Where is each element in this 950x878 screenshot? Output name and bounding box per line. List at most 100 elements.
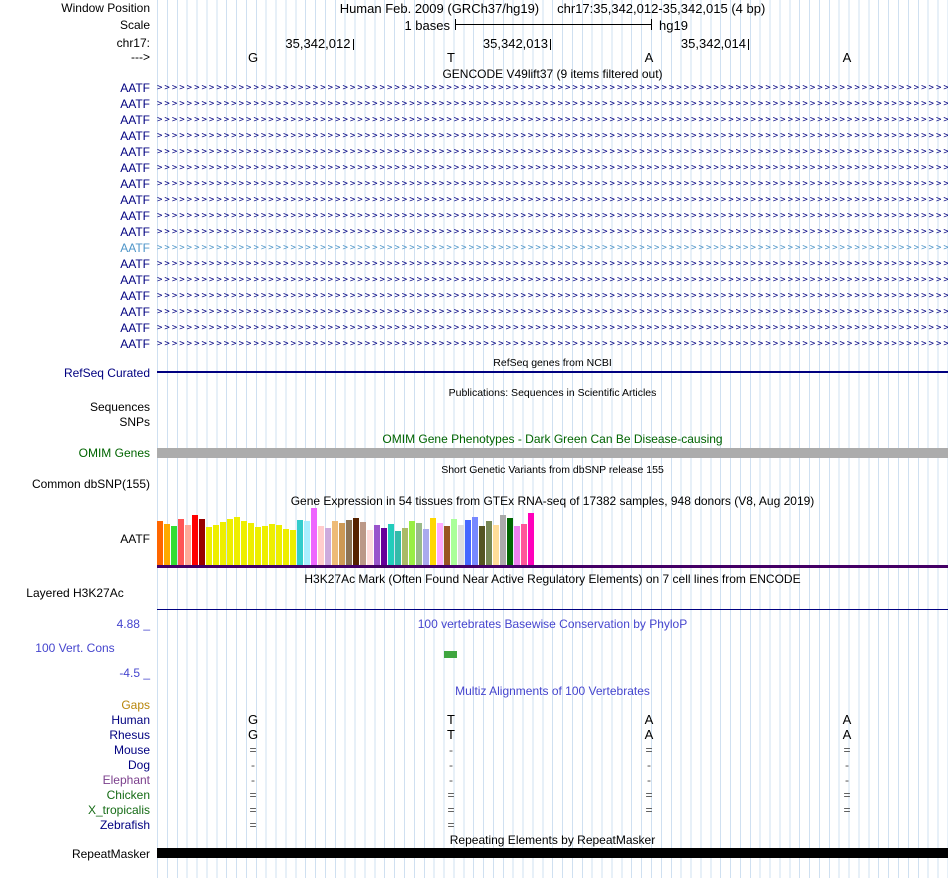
gtex-tissue-bar[interactable] (521, 524, 527, 565)
gencode-transcript[interactable]: >>>>>>>>>>>>>>>>>>>>>>>>>>>>>>>>>>>>>>>>… (157, 211, 948, 221)
gtex-tissue-bar[interactable] (367, 530, 373, 565)
gencode-item-label[interactable]: AATF (120, 161, 150, 175)
gtex-tissue-bar[interactable] (283, 529, 289, 565)
sequences-label[interactable]: Sequences (89, 400, 150, 414)
gtex-tissue-bar[interactable] (157, 521, 163, 565)
snps-label[interactable]: SNPs (119, 415, 150, 429)
repeatmasker-title[interactable]: Repeating Elements by RepeatMasker (449, 833, 656, 847)
gtex-tissue-bar[interactable] (493, 525, 499, 565)
gtex-tissue-bar[interactable] (458, 525, 464, 565)
gtex-tissue-bar[interactable] (360, 522, 366, 565)
gencode-item-label[interactable]: AATF (120, 241, 150, 255)
gencode-transcript[interactable]: >>>>>>>>>>>>>>>>>>>>>>>>>>>>>>>>>>>>>>>>… (157, 259, 948, 269)
gtex-tissue-bar[interactable] (220, 522, 226, 565)
species-label[interactable]: Rhesus (109, 728, 150, 742)
gtex-tissue-bar[interactable] (234, 517, 240, 565)
h3k27ac-title[interactable]: H3K27Ac Mark (Often Found Near Active Re… (304, 572, 801, 586)
gtex-tissue-bar[interactable] (185, 525, 191, 565)
gencode-transcript[interactable]: >>>>>>>>>>>>>>>>>>>>>>>>>>>>>>>>>>>>>>>>… (157, 115, 948, 125)
conservation-score-bar[interactable] (444, 651, 457, 658)
gencode-item-label[interactable]: AATF (120, 257, 150, 271)
gtex-tissue-bar[interactable] (472, 517, 478, 565)
gtex-tissue-bar[interactable] (423, 529, 429, 565)
gtex-tissue-bar[interactable] (395, 531, 401, 565)
gtex-tissue-bar[interactable] (465, 520, 471, 565)
gencode-item-label[interactable]: AATF (120, 81, 150, 95)
gtex-tissue-bar[interactable] (171, 526, 177, 565)
gencode-transcript[interactable]: >>>>>>>>>>>>>>>>>>>>>>>>>>>>>>>>>>>>>>>>… (157, 83, 948, 93)
species-label[interactable]: Human (111, 713, 150, 727)
gencode-transcript[interactable]: >>>>>>>>>>>>>>>>>>>>>>>>>>>>>>>>>>>>>>>>… (157, 243, 948, 253)
refseq-gene-item[interactable] (157, 371, 948, 373)
gtex-tissue-bar[interactable] (269, 524, 275, 565)
gtex-tissue-bar[interactable] (262, 526, 268, 565)
gtex-tissue-bar[interactable] (178, 519, 184, 565)
omim-gene-item[interactable] (157, 448, 948, 458)
gencode-item-label[interactable]: AATF (120, 273, 150, 287)
gencode-transcript[interactable]: >>>>>>>>>>>>>>>>>>>>>>>>>>>>>>>>>>>>>>>>… (157, 307, 948, 317)
gtex-tissue-bar[interactable] (255, 527, 261, 565)
gencode-transcript[interactable]: >>>>>>>>>>>>>>>>>>>>>>>>>>>>>>>>>>>>>>>>… (157, 323, 948, 333)
refseq-curated-label[interactable]: RefSeq Curated (63, 366, 150, 380)
gencode-item-label[interactable]: AATF (120, 193, 150, 207)
gtex-tissue-bar[interactable] (402, 528, 408, 565)
species-label[interactable]: Gaps (121, 698, 150, 712)
multiz-title[interactable]: Multiz Alignments of 100 Vertebrates (455, 684, 650, 698)
omim-genes-label[interactable]: OMIM Genes (78, 446, 150, 460)
gencode-item-label[interactable]: AATF (120, 145, 150, 159)
gtex-tissue-bar[interactable] (528, 513, 534, 565)
species-label[interactable]: Dog (127, 758, 150, 772)
species-label[interactable]: Zebrafish (99, 818, 150, 832)
gtex-tissue-bar[interactable] (444, 526, 450, 565)
gencode-transcript[interactable]: >>>>>>>>>>>>>>>>>>>>>>>>>>>>>>>>>>>>>>>>… (157, 99, 948, 109)
gtex-tissue-bar[interactable] (325, 528, 331, 565)
species-label[interactable]: Elephant (102, 773, 150, 787)
gtex-tissue-bar[interactable] (213, 525, 219, 565)
gtex-tissue-bar[interactable] (311, 508, 317, 565)
gencode-item-label[interactable]: AATF (120, 97, 150, 111)
gtex-tissue-bar[interactable] (486, 521, 492, 565)
dbsnp-label[interactable]: Common dbSNP(155) (31, 477, 150, 491)
gtex-tissue-bar[interactable] (206, 527, 212, 565)
species-label[interactable]: Mouse (113, 743, 150, 757)
gencode-item-label[interactable]: AATF (120, 209, 150, 223)
gencode-transcript[interactable]: >>>>>>>>>>>>>>>>>>>>>>>>>>>>>>>>>>>>>>>>… (157, 291, 948, 301)
gencode-transcript[interactable]: >>>>>>>>>>>>>>>>>>>>>>>>>>>>>>>>>>>>>>>>… (157, 147, 948, 157)
coordinate-ruler[interactable]: 35,342,012 35,342,013 35,342,014 (0, 36, 950, 51)
gtex-tissue-bar[interactable] (451, 519, 457, 565)
conservation-label[interactable]: 100 Vert. Cons (35, 641, 115, 655)
conservation-title[interactable]: 100 vertebrates Basewise Conservation by… (417, 617, 688, 631)
gtex-tissue-bar[interactable] (381, 528, 387, 565)
gencode-item-label[interactable]: AATF (120, 305, 150, 319)
gtex-tissue-bar[interactable] (500, 515, 506, 565)
gtex-tissue-bar[interactable] (297, 520, 303, 565)
gtex-tissue-bar[interactable] (290, 530, 296, 565)
h3k27ac-label[interactable]: Layered H3K27Ac (26, 586, 124, 600)
gtex-tissue-bar[interactable] (332, 521, 338, 565)
gencode-item-label[interactable]: AATF (120, 321, 150, 335)
refseq-title[interactable]: RefSeq genes from NCBI (493, 357, 612, 369)
gtex-tissue-bar[interactable] (248, 523, 254, 565)
gencode-item-label[interactable]: AATF (120, 289, 150, 303)
publications-title[interactable]: Publications: Sequences in Scientific Ar… (448, 387, 657, 399)
gencode-transcript[interactable]: >>>>>>>>>>>>>>>>>>>>>>>>>>>>>>>>>>>>>>>>… (157, 131, 948, 141)
species-label[interactable]: Chicken (106, 788, 150, 802)
gtex-tissue-bar[interactable] (507, 518, 513, 565)
gtex-tissue-bar[interactable] (241, 521, 247, 565)
gtex-tissue-bar[interactable] (374, 525, 380, 565)
repeatmasker-item[interactable] (157, 848, 948, 858)
gencode-transcript[interactable]: >>>>>>>>>>>>>>>>>>>>>>>>>>>>>>>>>>>>>>>>… (157, 163, 948, 173)
species-label[interactable]: X_tropicalis (87, 803, 150, 817)
gtex-tissue-bar[interactable] (416, 523, 422, 565)
gencode-transcript[interactable]: >>>>>>>>>>>>>>>>>>>>>>>>>>>>>>>>>>>>>>>>… (157, 339, 948, 349)
gtex-title[interactable]: Gene Expression in 54 tissues from GTEx … (290, 494, 815, 508)
gtex-tissue-bar[interactable] (388, 524, 394, 565)
gencode-title[interactable]: GENCODE V49lift37 (9 items filtered out) (442, 67, 663, 81)
gtex-tissue-bar[interactable] (346, 520, 352, 565)
gtex-tissue-bar[interactable] (353, 518, 359, 565)
gtex-tissue-bar[interactable] (479, 526, 485, 565)
gencode-transcript[interactable]: >>>>>>>>>>>>>>>>>>>>>>>>>>>>>>>>>>>>>>>>… (157, 227, 948, 237)
gtex-tissue-bar[interactable] (276, 525, 282, 565)
gtex-tissue-bar[interactable] (514, 526, 520, 565)
